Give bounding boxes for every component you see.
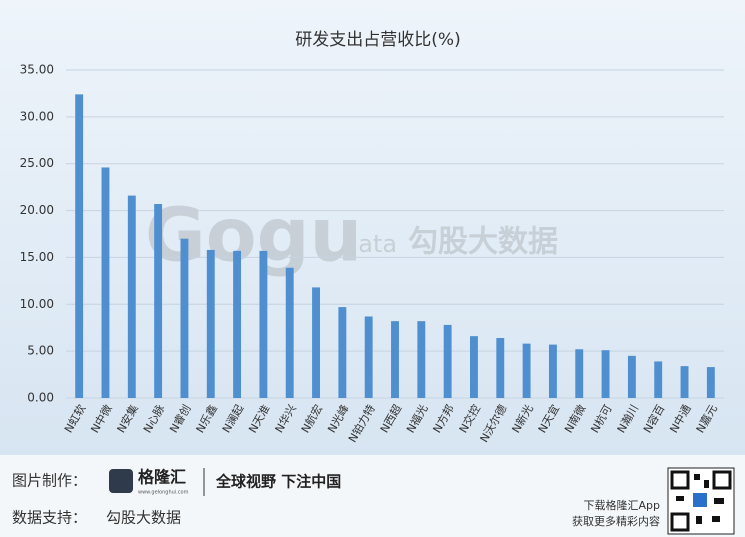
y-tick-label: 0.00 bbox=[27, 391, 54, 405]
logo-name: 格隆汇 bbox=[138, 468, 186, 487]
bar bbox=[680, 366, 689, 398]
bar bbox=[127, 195, 136, 398]
bar bbox=[285, 267, 294, 398]
bar bbox=[522, 343, 531, 398]
logo-url: www.gelonghui.com bbox=[138, 490, 189, 496]
bar bbox=[417, 321, 426, 398]
y-tick-label: 5.00 bbox=[27, 344, 54, 358]
bar bbox=[101, 167, 110, 398]
bar bbox=[496, 338, 505, 398]
bar bbox=[312, 287, 320, 398]
bar bbox=[206, 249, 215, 398]
download-text: 下载格隆汇App bbox=[584, 498, 661, 512]
bar bbox=[154, 204, 163, 398]
y-tick-label: 10.00 bbox=[20, 297, 54, 311]
bar bbox=[364, 316, 373, 398]
bar bbox=[601, 350, 610, 398]
bar bbox=[338, 307, 347, 398]
watermark: Gogu data 勾股大数据 bbox=[145, 193, 558, 279]
bar bbox=[443, 324, 452, 398]
watermark-suffix: data bbox=[343, 230, 397, 258]
qr-code bbox=[667, 467, 735, 535]
bar bbox=[627, 355, 636, 398]
footer-background bbox=[0, 455, 745, 537]
bar bbox=[548, 344, 557, 398]
data-label: 数据支持： bbox=[12, 509, 87, 527]
bar bbox=[233, 250, 242, 398]
y-tick-label: 15.00 bbox=[20, 250, 54, 264]
y-tick-label: 20.00 bbox=[20, 203, 54, 217]
data-source: 勾股大数据 bbox=[106, 509, 181, 527]
bar bbox=[180, 238, 189, 398]
bar bbox=[391, 321, 399, 398]
logo-icon bbox=[109, 469, 133, 493]
y-tick-label: 25.00 bbox=[20, 156, 54, 170]
watermark-brand: 勾股大数据 bbox=[408, 225, 558, 260]
bar bbox=[259, 250, 268, 398]
bar bbox=[706, 367, 715, 398]
y-tick-label: 30.00 bbox=[20, 109, 54, 123]
bar bbox=[654, 361, 663, 398]
slogan: 全球视野 下注中国 bbox=[215, 473, 341, 491]
bar bbox=[75, 94, 84, 398]
chart-title: 研发支出占营收比(%) bbox=[295, 30, 460, 50]
watermark-logo: Gogu bbox=[145, 193, 362, 279]
y-tick-label: 35.00 bbox=[20, 63, 54, 77]
more-text: 获取更多精彩内容 bbox=[572, 514, 660, 528]
bar bbox=[470, 336, 478, 398]
made-by-label: 图片制作： bbox=[12, 472, 87, 490]
bar bbox=[575, 349, 584, 398]
